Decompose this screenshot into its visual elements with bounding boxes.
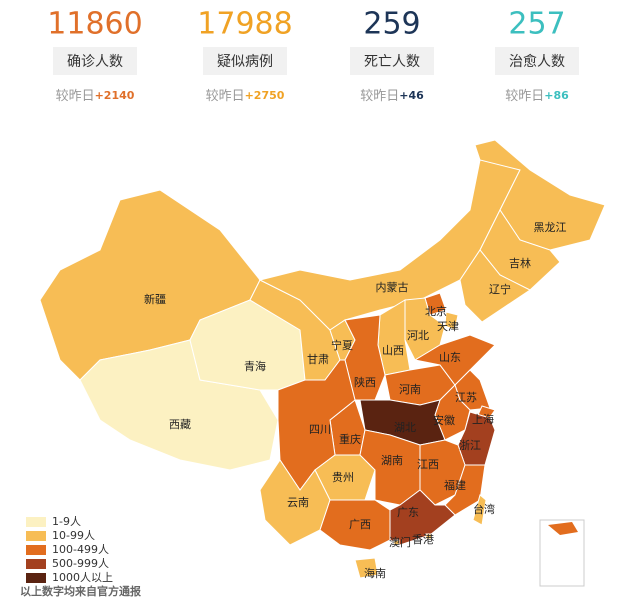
legend-label: 1000人以上 (52, 571, 113, 584)
province-label: 香港 (412, 533, 434, 546)
stat-count: 257 (508, 7, 565, 42)
province-label: 台湾 (473, 502, 495, 516)
stat-label-box (495, 47, 579, 75)
province (474, 139, 606, 251)
province-label: 辽宁 (489, 282, 511, 296)
province-label: 重庆 (339, 432, 361, 446)
province (404, 297, 446, 361)
province-label: 广东 (397, 506, 419, 519)
legend-swatch (26, 559, 46, 569)
stat-label: 确诊人数 (67, 54, 123, 70)
province (444, 311, 459, 331)
province-label: 天津 (437, 320, 459, 333)
province (459, 249, 531, 323)
delta: +2140 (95, 89, 135, 102)
compare-text: 较昨日 (360, 89, 399, 104)
province (413, 334, 496, 386)
province (354, 557, 379, 579)
province-label: 贵州 (332, 471, 354, 484)
province-label: 北京 (425, 304, 447, 318)
province-label: 福建 (444, 478, 466, 492)
province-label: 澳门 (389, 535, 411, 549)
compare-text: 较昨日 (56, 89, 95, 104)
delta: +46 (399, 89, 424, 102)
province-label: 黑龙江 (534, 221, 567, 234)
legend-swatch (26, 545, 46, 555)
province-label: 海南 (364, 566, 386, 580)
province-label: 河北 (407, 329, 429, 342)
compare-text: 较昨日 (505, 89, 544, 104)
stat-count: 11860 (47, 7, 142, 42)
stat-count: 259 (363, 7, 420, 42)
inset-land (548, 522, 578, 535)
legend-label: 10-99人 (52, 529, 95, 542)
province-label: 山西 (382, 344, 404, 357)
province-label: 甘肃 (307, 353, 329, 366)
province-label: 青海 (244, 359, 266, 373)
province-label: 西藏 (169, 418, 191, 431)
province-label: 安徽 (433, 413, 455, 427)
province-label: 湖北 (394, 421, 416, 434)
compare-text: 较昨日 (206, 89, 245, 104)
legend-swatch (26, 531, 46, 541)
province (393, 539, 400, 546)
stat-count: 17988 (197, 7, 292, 42)
stat-compare: 较昨日+86 (505, 89, 569, 104)
legend-label: 1-9人 (52, 515, 81, 528)
province-label: 江西 (417, 458, 439, 471)
province-label: 内蒙古 (376, 280, 409, 294)
province-label: 云南 (287, 496, 309, 509)
province-label: 浙江 (459, 439, 481, 452)
province-label: 湖南 (381, 454, 403, 467)
province-label: 陕西 (354, 375, 376, 389)
footnote: 以上数字均来自官方通报 (20, 584, 142, 598)
province-label: 吉林 (509, 256, 531, 270)
legend-label: 500-999人 (52, 557, 109, 570)
province (425, 533, 433, 540)
province-label: 新疆 (144, 292, 166, 306)
province-label: 广西 (349, 518, 371, 531)
stat-label-box (203, 47, 287, 75)
province-label: 河南 (399, 383, 421, 396)
stat-compare: 较昨日+46 (360, 89, 424, 104)
legend-label: 100-499人 (52, 543, 109, 556)
province (472, 494, 487, 526)
legend-swatch (26, 573, 46, 583)
province-label: 宁夏 (331, 338, 353, 352)
stat-label-box (350, 47, 434, 75)
province-label: 四川 (309, 423, 331, 436)
stat-label: 治愈人数 (509, 54, 565, 70)
stat-label: 疑似病例 (217, 54, 273, 70)
stat-label-box (53, 47, 137, 75)
province-label: 上海 (472, 412, 494, 426)
stat-compare: 较昨日+2750 (206, 89, 285, 104)
delta: +2750 (245, 89, 285, 102)
stat-compare: 较昨日+2140 (56, 89, 135, 104)
stat-label: 死亡人数 (364, 54, 420, 70)
delta: +86 (544, 89, 569, 102)
legend-swatch (26, 517, 46, 527)
province-label: 山东 (439, 351, 461, 364)
province-label: 江苏 (455, 391, 477, 404)
